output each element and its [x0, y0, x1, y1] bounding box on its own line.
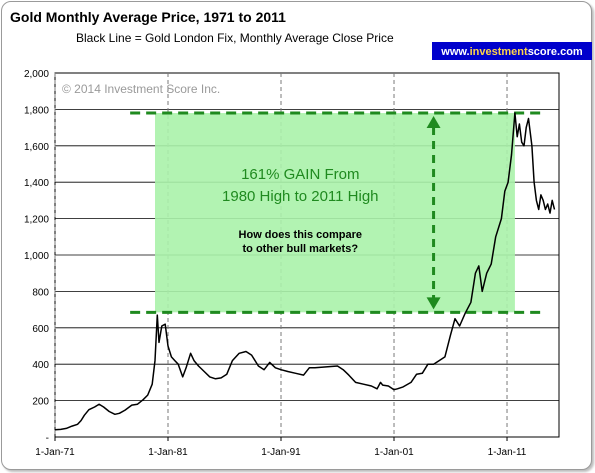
y-tick-label: - — [46, 433, 49, 444]
x-tick-label: 1-Jan-11 — [488, 447, 527, 458]
x-tick-label: 1-Jan-91 — [261, 447, 301, 458]
gold-price-line — [54, 112, 556, 431]
y-tick-label: 1,200 — [24, 215, 49, 226]
y-axis: - 200 400 600 800 1,000 1,200 1,400 1,600 1,800 2,… — [24, 69, 49, 444]
gain-label-line-1: 161% GAIN From — [241, 166, 359, 183]
brand-url: www.investmentscore.com — [440, 46, 583, 58]
gain-label-line-2: 1980 High to 2011 High — [222, 188, 379, 205]
question-line-1: How does this compare — [239, 229, 362, 241]
gain-arrow-head-up — [426, 116, 441, 129]
y-tick-label: 2,000 — [24, 69, 49, 80]
brand-badge-background — [432, 42, 592, 60]
question-line-2: to other bull markets? — [243, 243, 359, 255]
y-tick-label: 1,600 — [24, 142, 49, 153]
brand-badge: www.investmentscore.com — [432, 42, 592, 60]
y-tick-label: 1,000 — [24, 251, 49, 262]
y-tick-label: 800 — [32, 287, 49, 298]
chart-subtitle: Black Line = Gold London Fix, Monthly Av… — [76, 31, 394, 45]
series-layer — [54, 112, 556, 431]
gain-annotation: 161% GAIN From 1980 High to 2011 High How … — [130, 111, 546, 314]
gain-arrow-head-down — [426, 297, 441, 310]
y-tick-label: 1,400 — [24, 178, 49, 189]
gain-band — [155, 113, 515, 313]
y-tick-label: 600 — [32, 324, 49, 335]
copyright-notice: © 2014 Investment Score Inc. — [62, 82, 220, 96]
x-axis: 1-Jan-71 1-Jan-81 1-Jan-91 1-Jan-01 1-Jan-11 — [35, 437, 527, 458]
x-tick-label: 1-Jan-01 — [374, 447, 414, 458]
x-tick-label: 1-Jan-71 — [35, 447, 75, 458]
x-tick-label: 1-Jan-81 — [148, 447, 188, 458]
y-tick-label: 400 — [32, 360, 49, 371]
chart-title: Gold Monthly Average Price, 1971 to 2011 — [10, 9, 286, 25]
y-tick-label: 200 — [32, 397, 49, 408]
y-tick-label: 1,800 — [24, 105, 49, 116]
